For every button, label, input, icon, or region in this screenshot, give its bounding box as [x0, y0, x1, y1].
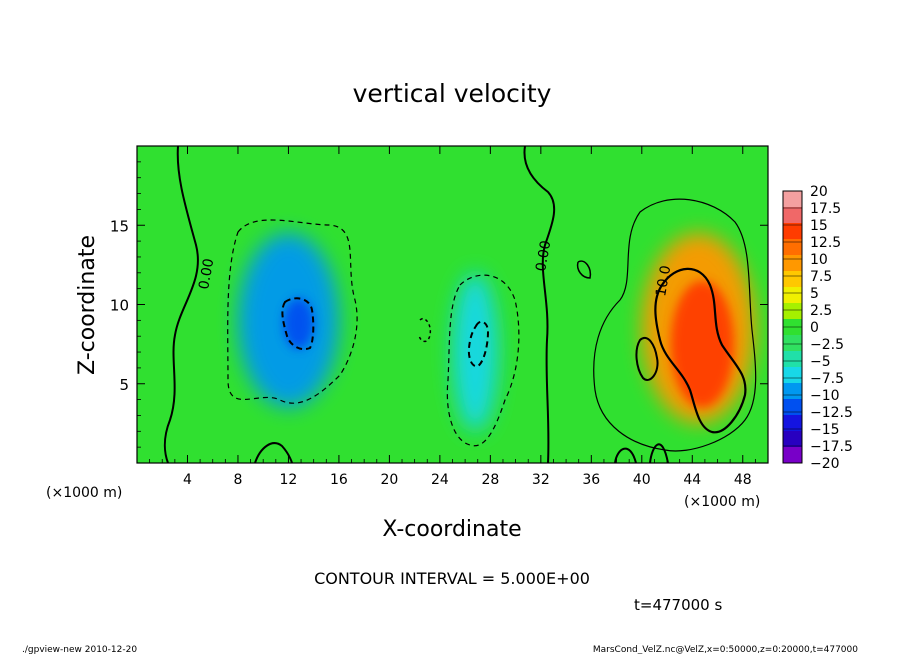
field-blob-4: [670, 280, 734, 408]
colorbar-swatch: [783, 431, 802, 448]
x-tick-label: 8: [233, 472, 242, 488]
x-tick-label: 40: [633, 472, 651, 488]
colorbar-swatch: [783, 335, 802, 352]
y-tick-label: 10: [110, 297, 129, 315]
colorbar-swatch: [783, 271, 802, 288]
x-tick-label: 16: [330, 472, 348, 488]
y-axis-ticks: 5 10 15: [110, 161, 768, 448]
contour-neg-bottom: [254, 442, 293, 463]
colorbar-label: 2.5: [810, 303, 832, 319]
colorbar-label: −2.5: [810, 337, 844, 353]
x-tick-label: 20: [380, 472, 398, 488]
colorbar-swatch: [783, 303, 802, 320]
colorbar-swatch: [783, 191, 802, 208]
x-tick-label: 48: [734, 472, 752, 488]
x-unit-left: (×1000 m): [46, 485, 122, 501]
x-axis-label: X-coordinate: [382, 517, 521, 542]
contour-lines: [163, 146, 757, 463]
contour-zero-left: [163, 146, 199, 463]
plot-area: [137, 146, 768, 463]
field-blob-2: [452, 272, 498, 432]
x-tick-label: 12: [280, 472, 298, 488]
colorbar-label: −10: [810, 388, 840, 404]
x-tick-label: 4: [183, 472, 192, 488]
contour-pos5-right: [593, 198, 757, 452]
contour-pos10-right: [654, 267, 747, 434]
colorbar-swatch: [783, 351, 802, 368]
contour-label-0: 0.00: [196, 257, 217, 290]
contour-label-1: 0.00: [533, 239, 554, 272]
contour-interval: CONTOUR INTERVAL = 5.000E+00: [314, 569, 590, 588]
colorbar-label: 17.5: [810, 201, 841, 217]
x-unit-right: (×1000 m): [684, 494, 760, 510]
colorbar-swatch: [783, 255, 802, 272]
colorbar-swatch: [783, 223, 802, 240]
colorbar-swatch: [783, 239, 802, 256]
colorbar: 2017.51512.5107.552.50−2.5−5−7.5−10−12.5…: [782, 184, 853, 472]
y-tick-label: 15: [110, 217, 129, 235]
x-axis-ticks: 4 8 12 16 20 24 28 32 36 40 44 48: [149, 146, 756, 488]
colorbar-swatch: [783, 447, 802, 464]
field-blob-1: [283, 298, 314, 349]
contour-label-2: 10.0: [653, 264, 674, 297]
x-tick-label: 36: [582, 472, 600, 488]
colorbar-label: −7.5: [810, 371, 844, 387]
colorbar-label: 15: [810, 218, 828, 234]
contour-pos10-small: [635, 337, 659, 381]
colorbar-swatch: [783, 383, 802, 400]
colorbar-label: 5: [810, 286, 819, 302]
colorbar-label: −12.5: [810, 405, 853, 421]
field-blobs: [237, 233, 756, 432]
colorbar-label: −5: [810, 354, 831, 370]
y-tick-label: 5: [119, 376, 129, 394]
x-tick-label: 32: [532, 472, 550, 488]
footer-right: MarsCond_VelZ.nc@VelZ,x=0:50000,z=0:2000…: [593, 645, 858, 654]
colorbar-label: −17.5: [810, 439, 853, 455]
colorbar-label: −15: [810, 422, 840, 438]
contour-neg10-left: [281, 297, 315, 351]
colorbar-label: 20: [810, 184, 828, 200]
x-tick-label: 28: [481, 472, 499, 488]
colorbar-label: 0: [810, 320, 819, 336]
contour-zero-right: [523, 146, 556, 463]
y-axis-label: Z-coordinate: [75, 235, 100, 375]
x-tick-label: 24: [431, 472, 449, 488]
contour-small-right: [576, 260, 592, 279]
time-label: t=477000 s: [634, 596, 722, 614]
colorbar-swatch: [783, 287, 802, 304]
contour-pos-bottom: [614, 443, 669, 463]
contour-neg5-mid: [446, 274, 520, 447]
x-tick-label: 44: [683, 472, 701, 488]
colorbar-label: 12.5: [810, 235, 841, 251]
colorbar-swatch: [783, 207, 802, 224]
contour-neg10-mid: [467, 320, 490, 368]
colorbar-swatch: [783, 367, 802, 384]
colorbar-label: 7.5: [810, 269, 832, 285]
colorbar-label: 10: [810, 252, 828, 268]
colorbar-label: −20: [810, 456, 840, 472]
colorbar-swatch: [783, 415, 802, 432]
colorbar-swatch: [783, 399, 802, 416]
chart-title: vertical velocity: [353, 79, 552, 108]
footer-left: ./gpview-new 2010-12-20: [22, 645, 137, 654]
